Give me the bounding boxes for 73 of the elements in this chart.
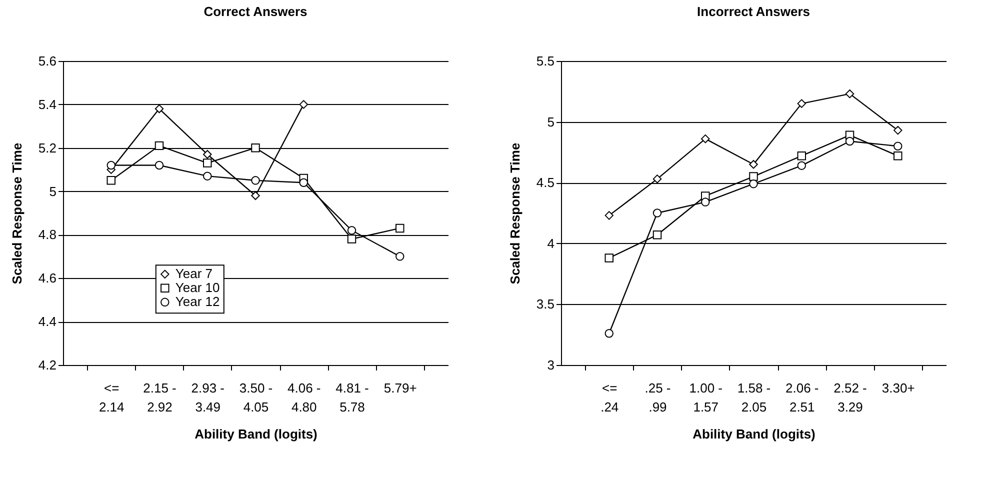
chart-title: Correct Answers <box>204 4 308 19</box>
point <box>894 151 902 160</box>
point <box>604 329 614 338</box>
x-tick-label: 4.81 - 5.78 <box>336 380 369 414</box>
y-tick-label: 4.5 <box>536 175 554 190</box>
point <box>701 198 710 206</box>
x-tick-label: 2.52 - 3.29 <box>834 380 867 414</box>
point <box>894 142 902 150</box>
y-tick-label: 5.4 <box>38 96 56 112</box>
point <box>299 100 308 109</box>
point <box>604 254 614 262</box>
y-axis-title: Scaled Response Time <box>9 142 24 284</box>
point <box>154 141 164 150</box>
point <box>251 143 260 152</box>
y-tick-label: 5 <box>547 114 554 130</box>
chart-title: Incorrect Answers <box>697 4 810 19</box>
point <box>797 99 806 108</box>
legend-label: Year 7 <box>175 266 213 282</box>
point <box>396 252 404 261</box>
point <box>106 160 116 170</box>
y-tick-label: 5.5 <box>536 54 554 68</box>
point <box>347 226 356 235</box>
point <box>652 208 662 218</box>
point <box>396 224 404 233</box>
point <box>154 160 164 170</box>
x-axis-title: Ability Band (logits) <box>194 426 318 442</box>
x-tick-label: 2.93 - 3.49 <box>191 380 224 414</box>
point <box>251 176 260 185</box>
x-tick-label: <= .24 <box>600 380 619 414</box>
y-tick-label: 4.2 <box>38 358 56 372</box>
y-tick-label: 4.4 <box>38 314 56 330</box>
x-tick-label: 5.79+ <box>384 380 417 396</box>
point <box>797 161 806 170</box>
point <box>701 134 710 144</box>
point <box>749 172 758 181</box>
point <box>203 150 212 159</box>
legend-label: Year 12 <box>175 294 220 310</box>
y-tick-label: 3 <box>547 358 554 372</box>
x-tick-label: 3.50 - 4.05 <box>239 380 273 414</box>
point <box>845 89 854 98</box>
y-tick-label: 3.5 <box>536 296 554 312</box>
point <box>749 160 758 169</box>
x-tick-label: 2.06 - 2.51 <box>786 380 819 414</box>
y-axis-title: Scaled Response Time <box>507 142 522 284</box>
x-tick-label: 1.00 - 1.57 <box>689 380 722 414</box>
x-tick-label: <= 2.14 <box>98 380 124 414</box>
point <box>749 179 758 188</box>
point <box>604 211 614 220</box>
x-axis-title: Ability Band (logits) <box>692 426 816 442</box>
point <box>203 172 212 180</box>
y-tick-label: 4.6 <box>38 270 56 286</box>
point <box>797 151 806 160</box>
point <box>106 176 116 185</box>
x-tick-label: 3.30+ <box>882 380 915 396</box>
y-tick-label: 4.8 <box>38 227 56 242</box>
x-tick-label: 4.06 - 4.80 <box>288 380 321 414</box>
point <box>154 104 164 114</box>
point <box>652 230 662 240</box>
point <box>347 234 356 244</box>
point <box>203 158 212 168</box>
y-tick-label: 5 <box>49 184 56 199</box>
point <box>299 178 308 187</box>
x-tick-label: 1.58 - 2.05 <box>737 380 771 414</box>
point <box>845 136 854 146</box>
x-tick-label: .25 - .99 <box>644 380 671 414</box>
legend-label: Year 10 <box>175 280 220 296</box>
y-tick-label: 4 <box>547 236 554 251</box>
y-tick-label: 5.2 <box>38 140 56 156</box>
x-tick-label: 2.15 - 2.92 <box>143 380 176 414</box>
point <box>251 191 260 200</box>
point <box>652 174 662 184</box>
y-tick-label: 5.6 <box>38 54 56 68</box>
point <box>894 126 902 135</box>
